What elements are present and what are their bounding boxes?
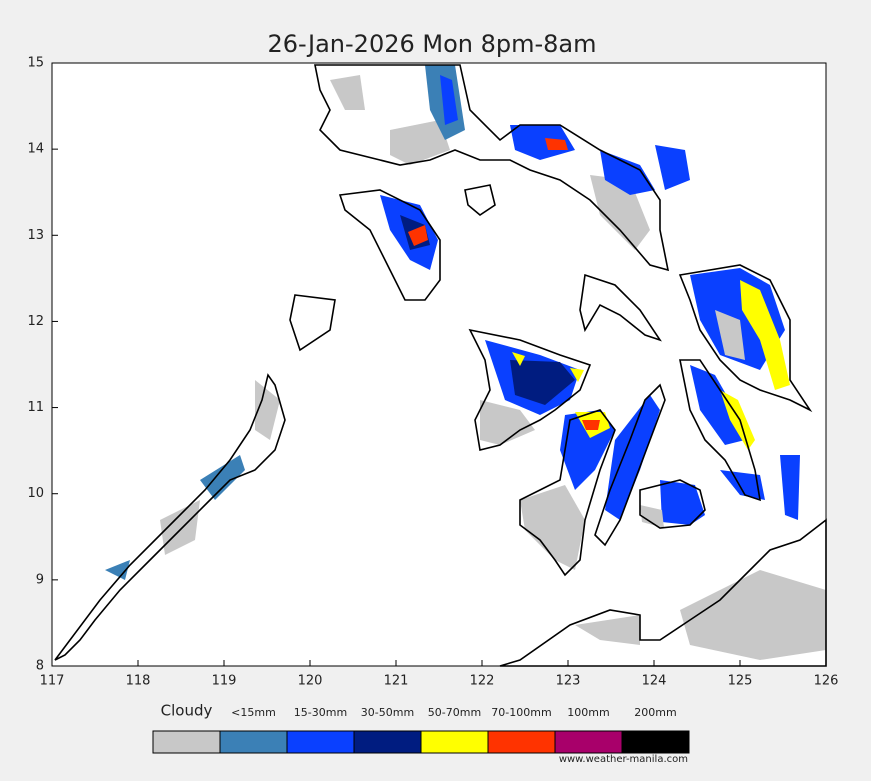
plot-frame [51, 62, 827, 667]
x-tick-label: 123 [556, 674, 581, 689]
rain-area [510, 360, 575, 405]
coastlines [54, 64, 827, 667]
x-tick-label: 121 [384, 674, 409, 689]
x-tick-label: 124 [642, 674, 667, 689]
rain-area [520, 485, 585, 570]
rain-area [660, 480, 705, 525]
legend-swatch [420, 730, 489, 754]
mindoro [338, 189, 441, 301]
map-title: 26-Jan-2026 Mon 8pm-8am [267, 30, 596, 58]
marinduque [464, 184, 496, 216]
busuanga [289, 294, 336, 352]
y-tick-label: 9 [36, 572, 44, 587]
rain-area [570, 368, 584, 382]
legend-swatch [286, 730, 355, 754]
legend-label: 15-30mm [294, 706, 347, 719]
credit: www.weather-manila.com [559, 754, 688, 765]
bohol [639, 479, 706, 529]
rain-area [582, 420, 600, 430]
x-tick-label: 122 [470, 674, 495, 689]
rain-area [330, 75, 365, 110]
x-tick-label: 117 [40, 674, 65, 689]
samar [678, 264, 813, 413]
legend-swatch [219, 730, 288, 754]
y-tick-label: 15 [27, 56, 44, 71]
rain-area [655, 145, 690, 190]
mindanao [499, 518, 827, 667]
rain-area [720, 470, 765, 500]
legend: Cloudy <15mm 15-30mm 30-50mm 50-70mm 70-100mm… [152, 702, 690, 754]
axes: 117 118 119 120 121 122 123 124 125 126 8 9 10 11 12 13… [27, 56, 838, 689]
y-tick-label: 10 [27, 486, 44, 501]
rain-area [255, 380, 280, 440]
legend-label: 70-100mm [491, 706, 551, 719]
legend-label: Cloudy [161, 702, 213, 720]
masbate [579, 273, 662, 342]
rain-area [545, 138, 568, 150]
rain-area [575, 615, 640, 645]
rain-area [605, 395, 660, 520]
luzon [314, 64, 670, 272]
x-tick-label: 126 [814, 674, 839, 689]
legend-label: 100mm [567, 706, 609, 719]
rain-area [690, 365, 745, 445]
rain-area [640, 505, 664, 528]
rain-area [512, 352, 525, 366]
leyte [679, 359, 762, 502]
rain-area [480, 400, 535, 445]
x-tick-label: 120 [298, 674, 323, 689]
x-tick-label: 119 [212, 674, 237, 689]
y-tick-label: 12 [27, 314, 44, 329]
x-tick-label: 118 [126, 674, 151, 689]
negros [519, 409, 616, 577]
rain-area [200, 455, 245, 500]
x-tick-label: 125 [728, 674, 753, 689]
rain-area [715, 310, 745, 360]
y-tick-label: 14 [27, 142, 44, 157]
rain-area [600, 150, 655, 195]
legend-label: <15mm [231, 706, 276, 719]
rain-area [105, 560, 130, 580]
rain-area [780, 455, 800, 520]
rain-area [740, 280, 790, 390]
rain-area [390, 120, 450, 165]
rain-area [510, 125, 575, 160]
cebu [594, 383, 666, 547]
palawan [54, 373, 286, 661]
rain-area [720, 390, 755, 450]
panay [468, 328, 592, 451]
y-tick-label: 13 [27, 228, 44, 243]
y-tick-label: 8 [36, 659, 44, 674]
legend-swatch [152, 730, 221, 754]
legend-swatch [621, 730, 690, 754]
rain-area [440, 75, 458, 125]
y-tick-label: 11 [27, 400, 44, 415]
rain-area [160, 500, 200, 555]
legend-swatch [554, 730, 623, 754]
rain-layer [105, 65, 826, 660]
legend-swatch [353, 730, 422, 754]
legend-label: 200mm [634, 706, 676, 719]
legend-label: 30-50mm [361, 706, 414, 719]
rain-area [680, 570, 826, 660]
rain-area [408, 225, 428, 246]
plot-area [52, 63, 826, 666]
legend-label: 50-70mm [428, 706, 481, 719]
legend-swatch [487, 730, 556, 754]
